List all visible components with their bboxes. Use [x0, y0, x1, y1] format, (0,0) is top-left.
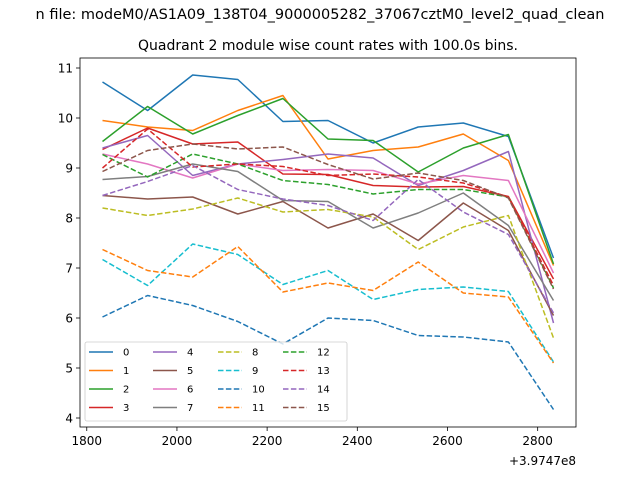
legend-label-9: 9: [252, 366, 258, 377]
series-line-0: [102, 74, 555, 259]
series-line-10: [102, 294, 555, 410]
series-line-15: [102, 143, 555, 290]
legend-label-6: 6: [187, 385, 193, 396]
series-line-2: [102, 97, 555, 265]
legend-label-15: 15: [317, 403, 330, 414]
series-line-9: [102, 243, 555, 363]
y-tick-label: 5: [65, 362, 73, 376]
series-line-7: [102, 163, 555, 301]
legend-label-13: 13: [317, 366, 330, 377]
y-tick-label: 11: [58, 62, 73, 76]
series-group: [102, 74, 555, 410]
x-tick-label: 1800: [71, 434, 102, 448]
x-axis: 1800 2000 2200 2400 2600 2800: [71, 427, 553, 448]
y-tick-label: 6: [65, 312, 73, 326]
y-tick-label: 10: [58, 112, 73, 126]
series-line-11: [102, 245, 555, 364]
legend-label-11: 11: [252, 403, 265, 414]
axes-frame: [79, 57, 577, 428]
series-line-14: [102, 164, 555, 314]
y-tick-label: 8: [65, 212, 73, 226]
legend-label-0: 0: [123, 348, 129, 359]
legend-label-7: 7: [187, 403, 193, 414]
x-tick-label: 2400: [342, 434, 373, 448]
series-line-6: [102, 153, 555, 274]
series-line-5: [102, 194, 555, 316]
x-tick-label: 2200: [252, 434, 283, 448]
y-tick-label: 7: [65, 262, 73, 276]
legend-label-1: 1: [123, 366, 129, 377]
series-line-8: [102, 197, 555, 339]
x-tick-label: 2000: [162, 434, 193, 448]
series-line-12: [102, 153, 555, 289]
series-line-13: [102, 128, 555, 286]
legend-label-14: 14: [317, 385, 330, 396]
x-tick-label: 2800: [522, 434, 553, 448]
y-axis: 4 5 6 7 8 9 10 11: [58, 62, 80, 426]
legend-box: [84, 341, 348, 422]
figure-suptitle: n file: modeM0/AS1A09_138T04_9000005282_…: [36, 7, 605, 23]
series-line-3: [102, 127, 555, 280]
legend-label-5: 5: [187, 366, 193, 377]
y-tick-label: 9: [65, 162, 73, 176]
chart-title: Quadrant 2 module wise count rates with …: [138, 38, 518, 54]
legend-label-4: 4: [187, 348, 193, 359]
legend-label-12: 12: [317, 348, 330, 359]
x-tick-label: 2600: [432, 434, 463, 448]
legend-label-8: 8: [252, 348, 258, 359]
x-axis-offset-text: +3.9747e8: [509, 454, 576, 468]
plot-area: [79, 57, 577, 428]
legend-label-10: 10: [252, 385, 265, 396]
y-tick-label: 4: [65, 412, 73, 426]
legend-label-3: 3: [123, 403, 129, 414]
legend-label-2: 2: [123, 385, 129, 396]
